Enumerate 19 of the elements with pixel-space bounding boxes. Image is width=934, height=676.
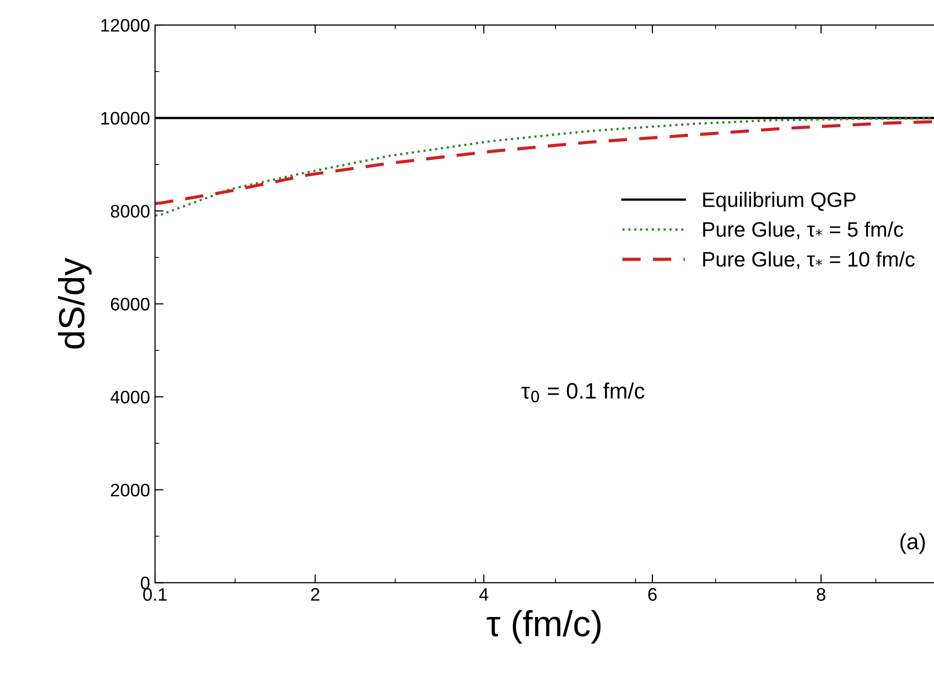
y-tick-label: 12000: [101, 18, 150, 32]
x-tick-label: 6: [648, 588, 657, 601]
x-tick-label: 8: [816, 588, 826, 601]
y-tick-label: 2000: [110, 484, 150, 496]
legend-label: Equilibrium QGP: [703, 192, 856, 212]
y-axis-title: dS/dy: [58, 258, 92, 349]
annotation: τ$_{0}$ = 0.1 fm/c: [521, 382, 644, 402]
x-tick-label: 4: [479, 588, 488, 601]
y-tick-label: 8000: [110, 204, 150, 218]
legend-label: Pure Glue, τ$_{*}$ = 5 fm/c: [703, 222, 904, 240]
x-tick-label: 2: [311, 588, 320, 601]
x-axis-title: τ (fm/c): [486, 610, 601, 644]
y-tick-label: 6000: [110, 298, 150, 311]
legend-label: Pure Glue, τ$_{*}$ = 10 fm/c: [703, 251, 915, 270]
y-tick-label: 10000: [101, 112, 150, 125]
x-tick-label: 0.1: [143, 588, 167, 601]
annotation: (a): [900, 533, 925, 554]
y-tick-label: 0: [140, 576, 150, 590]
y-tick-label: 4000: [110, 390, 150, 404]
